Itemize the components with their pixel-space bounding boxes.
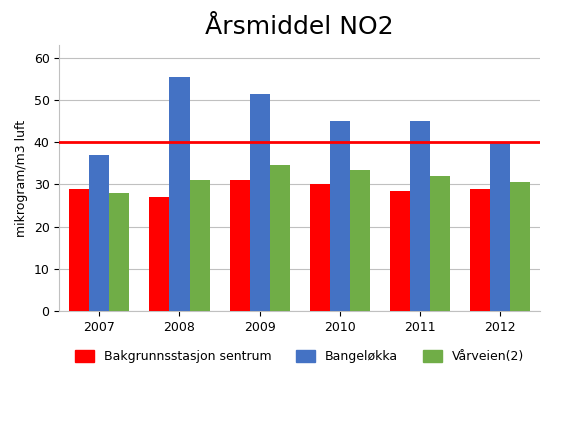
Text: Grenseverdi: Grenseverdi — [0, 425, 1, 426]
Bar — [470, 189, 490, 311]
Bar — [350, 170, 370, 311]
Bar — [490, 142, 510, 311]
Bar — [410, 121, 430, 311]
Bar — [230, 180, 250, 311]
Bar — [270, 165, 289, 311]
Bar — [430, 176, 450, 311]
Bar — [510, 182, 530, 311]
Legend: Bakgrunnsstasjon sentrum, Bangeløkka, Vårveien(2): Bakgrunnsstasjon sentrum, Bangeløkka, Vå… — [75, 350, 524, 363]
Bar — [89, 155, 110, 311]
Y-axis label: mikrogram/m3 luft: mikrogram/m3 luft — [15, 120, 28, 236]
Bar — [390, 191, 410, 311]
Bar — [69, 189, 89, 311]
Bar — [110, 193, 129, 311]
Bar — [189, 180, 210, 311]
Title: Årsmiddel NO2: Årsmiddel NO2 — [205, 15, 394, 39]
Bar — [170, 77, 189, 311]
Bar — [330, 121, 350, 311]
Bar — [149, 197, 170, 311]
Bar — [250, 94, 270, 311]
Bar — [310, 184, 330, 311]
